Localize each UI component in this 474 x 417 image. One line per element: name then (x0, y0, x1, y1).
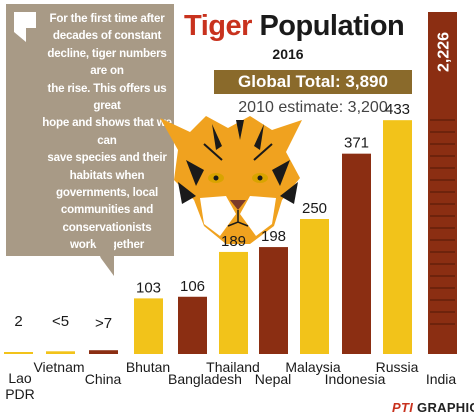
value-label-vietnam: <5 (52, 313, 69, 330)
value-label-indonesia: 371 (344, 135, 369, 152)
bar-malaysia (300, 219, 329, 354)
value-label-china: >7 (95, 315, 112, 332)
value-label-india: 2,226 (436, 32, 453, 72)
bar-china (89, 350, 118, 354)
chart-title: Tiger Population (184, 10, 424, 44)
credit-suffix: GRAPHICS (417, 400, 474, 415)
quote-line: decline, tiger numbers are on (47, 46, 167, 78)
value-label-bangladesh: 106 (180, 278, 205, 295)
category-label-india: India (426, 371, 457, 387)
bar-bhutan (134, 298, 163, 354)
category-label-lao-pdr: Lao (8, 370, 32, 386)
estimate-2010: 2010 estimate: 3,200 (238, 99, 388, 116)
category-label-thailand: Thailand (206, 359, 260, 375)
quote-line: conservationists (62, 220, 152, 234)
category-label-bhutan: Bhutan (126, 359, 170, 375)
value-label-bhutan: 103 (136, 279, 161, 296)
value-label-thailand: 189 (221, 233, 246, 250)
bar-thailand (219, 251, 248, 354)
quote-mark-icon (14, 12, 36, 42)
chart-year: 2016 (272, 46, 304, 62)
quote-line: save species and their (47, 151, 167, 165)
bar-russia (383, 120, 412, 355)
category-label-nepal: Nepal (255, 371, 292, 387)
category-label-indonesia: Indonesia (325, 371, 386, 387)
value-label-nepal: 198 (261, 228, 286, 245)
quote-line: For the first time after (49, 12, 165, 25)
category-label-bangladesh: Bangladesh (168, 371, 242, 387)
bar-nepal (259, 247, 288, 354)
quote-line: hope and shows that we can (42, 116, 172, 147)
bar-india (428, 12, 457, 354)
category-label-china: China (85, 371, 122, 387)
global-total-banner: Global Total: 3,890 (214, 70, 412, 94)
bar-indonesia (342, 153, 371, 354)
quote-line: the rise. This offers us great (47, 81, 167, 113)
bar-vietnam (46, 351, 75, 354)
credit-brand: PTI (392, 400, 414, 415)
quote-box: For the first time after decades of cons… (6, 4, 174, 256)
category-label-russia: Russia (376, 359, 419, 375)
category-label-malaysia: Malaysia (285, 359, 340, 375)
value-label-lao-pdr: 2 (14, 313, 22, 330)
bar-lao-pdr (4, 352, 33, 354)
quote-line: governments, local (55, 186, 159, 200)
quote-line: decades of constant (52, 29, 162, 43)
category-label-vietnam: Vietnam (33, 359, 84, 375)
credit: PTI GRAPHICS (392, 400, 474, 415)
bar-bangladesh (178, 296, 207, 354)
title-word-population: Population (251, 10, 405, 42)
title-word-tiger: Tiger (184, 10, 252, 42)
value-label-russia: 433 (385, 101, 410, 118)
value-label-malaysia: 250 (302, 200, 327, 217)
quote-line: communities and (60, 203, 154, 217)
quote-line: habitats when (69, 168, 145, 182)
category-label-lao-pdr: PDR (5, 386, 35, 402)
